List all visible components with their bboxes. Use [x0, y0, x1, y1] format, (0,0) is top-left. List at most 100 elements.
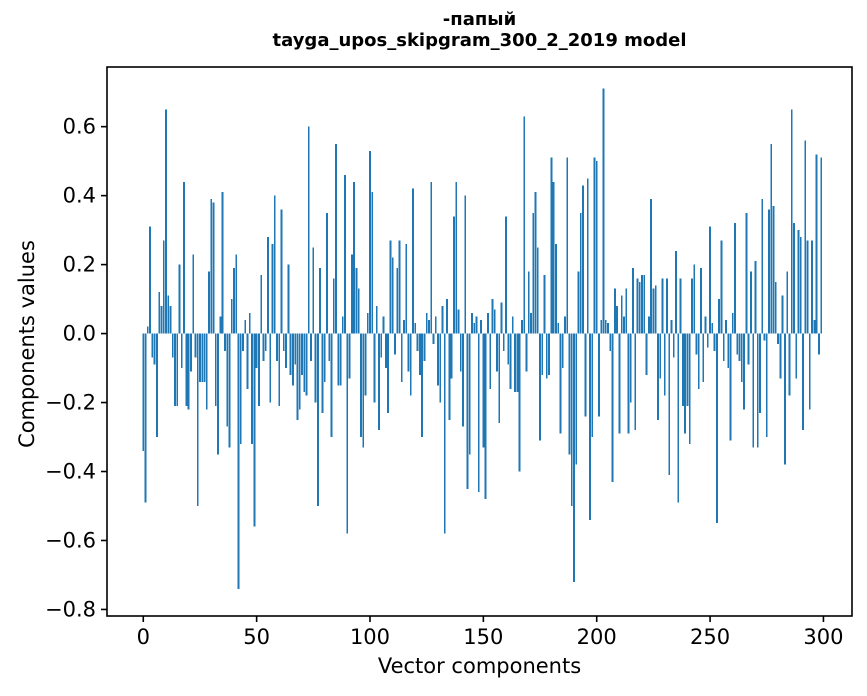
bar	[432, 333, 435, 344]
bar	[623, 316, 625, 334]
bar	[443, 333, 446, 534]
y-axis-label: Components values	[15, 240, 39, 448]
bar	[400, 333, 403, 382]
bar	[171, 333, 174, 358]
bar	[813, 319, 816, 334]
bar	[715, 333, 718, 524]
bar	[657, 333, 659, 420]
bar	[471, 312, 473, 334]
bar	[337, 333, 340, 386]
bar	[509, 333, 512, 389]
bar	[541, 333, 544, 375]
bar	[536, 247, 539, 334]
bar	[253, 333, 256, 527]
bar	[409, 333, 412, 396]
bar	[423, 333, 426, 362]
bar	[267, 237, 269, 334]
bar	[360, 333, 362, 438]
bar	[600, 319, 603, 334]
bar	[725, 319, 727, 334]
bar	[196, 333, 199, 506]
bar	[391, 257, 394, 334]
bar	[765, 333, 768, 438]
bar	[382, 316, 385, 334]
bar	[521, 319, 523, 334]
bar	[738, 333, 741, 362]
bar	[811, 240, 813, 334]
bar	[575, 333, 578, 465]
bar	[328, 333, 331, 362]
bar	[448, 333, 451, 420]
bar	[287, 264, 290, 334]
bar	[192, 254, 195, 334]
bar	[641, 274, 643, 334]
x-tick-label: 100	[350, 625, 390, 649]
bar	[414, 323, 417, 334]
bar	[573, 333, 575, 582]
bar	[727, 333, 730, 369]
x-tick-label: 50	[243, 625, 270, 649]
bar	[489, 333, 492, 389]
bar	[416, 333, 419, 351]
bar	[242, 333, 244, 351]
bar	[153, 333, 156, 365]
bar	[246, 333, 249, 389]
bar	[199, 333, 201, 382]
bar	[666, 278, 668, 334]
bar	[323, 333, 326, 382]
bar	[201, 333, 204, 382]
bar	[720, 240, 723, 334]
chart-title-line2: tayga_upos_skipgram_300_2_2019 model	[272, 30, 687, 51]
bar	[709, 226, 711, 334]
bar	[332, 278, 335, 334]
bar	[221, 192, 224, 334]
bar	[806, 240, 809, 334]
bar	[457, 309, 460, 334]
bar	[743, 333, 745, 410]
bar	[802, 333, 804, 431]
bar	[330, 333, 333, 438]
bar	[350, 254, 353, 334]
bar	[484, 333, 487, 500]
bar	[643, 274, 646, 334]
bar	[500, 302, 503, 334]
bar	[595, 161, 598, 334]
bar	[779, 333, 782, 379]
bar	[772, 205, 775, 334]
bar	[301, 333, 303, 375]
bar	[208, 271, 210, 334]
bar	[702, 333, 705, 382]
bar	[326, 212, 328, 334]
bar	[516, 333, 519, 393]
bar	[189, 333, 192, 372]
bar	[602, 88, 605, 334]
y-tick-label: −0.2	[45, 391, 96, 415]
bar	[589, 333, 591, 520]
bar	[305, 333, 308, 396]
bar	[799, 237, 802, 334]
bar	[681, 333, 684, 406]
y-tick-label: −0.8	[45, 597, 96, 621]
bar	[355, 268, 358, 334]
bar	[294, 333, 297, 365]
bar	[203, 333, 206, 382]
bar	[550, 157, 553, 334]
bar	[684, 333, 687, 434]
bar	[214, 333, 217, 406]
bar	[695, 333, 698, 355]
bar	[582, 185, 585, 334]
bar	[462, 333, 464, 427]
bar	[568, 333, 571, 455]
bar	[686, 333, 689, 406]
bar	[482, 333, 485, 448]
bar	[675, 250, 677, 334]
bar	[745, 212, 748, 334]
bar	[729, 333, 732, 441]
bar	[579, 212, 582, 334]
bar	[808, 333, 811, 410]
bar	[477, 333, 480, 493]
bar	[278, 333, 281, 406]
bar	[226, 333, 229, 427]
bar	[768, 209, 770, 334]
bar	[176, 333, 179, 406]
